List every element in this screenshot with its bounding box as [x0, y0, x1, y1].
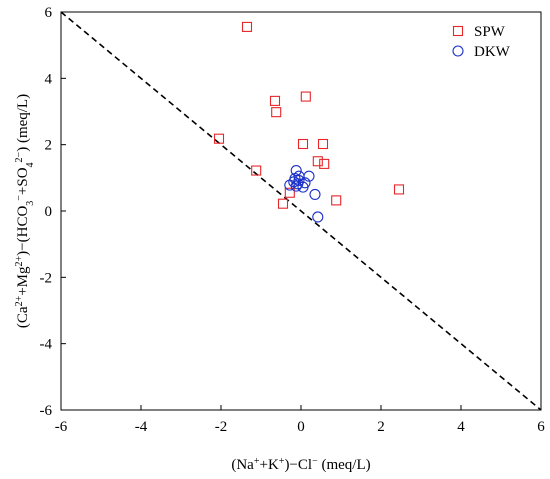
- y-tick-label: 4: [45, 71, 53, 87]
- x-axis-label: (Na++K+)−Cl− (meq/L): [231, 456, 370, 474]
- spw-point: [297, 138, 309, 150]
- legend-label-dkw: DKW: [474, 44, 511, 60]
- x-tick-label: 6: [537, 419, 545, 435]
- axis-ticks: -6 -4 -2 0 2 4 6 -6 -4 -2 0 2 4 6: [40, 5, 546, 435]
- y-tick-label: -6: [40, 403, 53, 419]
- x-tick-label: -6: [55, 419, 68, 435]
- dkw-point: [297, 181, 309, 193]
- spw-point: [269, 95, 281, 106]
- spw-point: [251, 165, 262, 176]
- x-tick-label: 2: [377, 419, 385, 435]
- spw-point: [213, 133, 225, 144]
- spw-point: [284, 187, 295, 198]
- x-tick-label: -4: [135, 419, 148, 435]
- legend-label-spw: SPW: [474, 24, 506, 40]
- spw-point: [271, 107, 282, 118]
- y-tick-label: 2: [45, 138, 53, 154]
- y-axis-label: (Ca2++Mg2+)−(HCO3−+SO42−) (meq/L): [14, 94, 36, 328]
- dkw-point: [309, 188, 321, 200]
- spw-point: [331, 195, 342, 206]
- one-to-one-reference-line: [60, 11, 542, 411]
- y-tick-label: 0: [45, 204, 53, 220]
- spw-point: [393, 184, 405, 195]
- x-tick-label: 0: [297, 419, 305, 435]
- spw-point: [300, 91, 311, 102]
- dkw-point: [284, 179, 296, 191]
- spw-point: [319, 158, 330, 169]
- x-tick-label: 4: [457, 419, 465, 435]
- dkw-point: [290, 180, 302, 192]
- data-points: [213, 21, 405, 223]
- x-tick-label: -2: [215, 419, 228, 435]
- legend: SPW DKW: [452, 24, 511, 60]
- spw-point: [241, 21, 253, 32]
- dkw-point: [290, 164, 302, 177]
- dkw-point: [312, 211, 324, 223]
- y-tick-label: -2: [40, 270, 53, 286]
- y-tick-label: 6: [45, 5, 53, 21]
- spw-point: [277, 198, 289, 209]
- spw-point: [317, 138, 329, 150]
- spw-point: [312, 156, 323, 167]
- y-tick-label: -4: [40, 337, 53, 353]
- dkw-point: [303, 170, 315, 182]
- legend-marker-dkw: [452, 45, 464, 57]
- reference-line-layer: [60, 11, 542, 411]
- legend-marker-spw: [452, 25, 464, 37]
